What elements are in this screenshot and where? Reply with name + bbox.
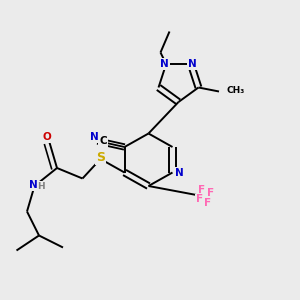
Text: F: F	[198, 184, 206, 195]
Text: N: N	[188, 59, 197, 69]
Text: N: N	[90, 132, 99, 142]
Text: CH₃: CH₃	[226, 86, 245, 95]
Text: F: F	[196, 194, 203, 205]
Text: N: N	[160, 59, 169, 69]
Text: F: F	[204, 197, 211, 208]
Text: H: H	[37, 182, 45, 191]
Text: O: O	[42, 132, 51, 142]
Text: C: C	[99, 136, 107, 146]
Text: N: N	[175, 167, 184, 178]
Text: N: N	[28, 180, 38, 190]
Text: S: S	[96, 151, 105, 164]
Text: F: F	[207, 188, 214, 198]
